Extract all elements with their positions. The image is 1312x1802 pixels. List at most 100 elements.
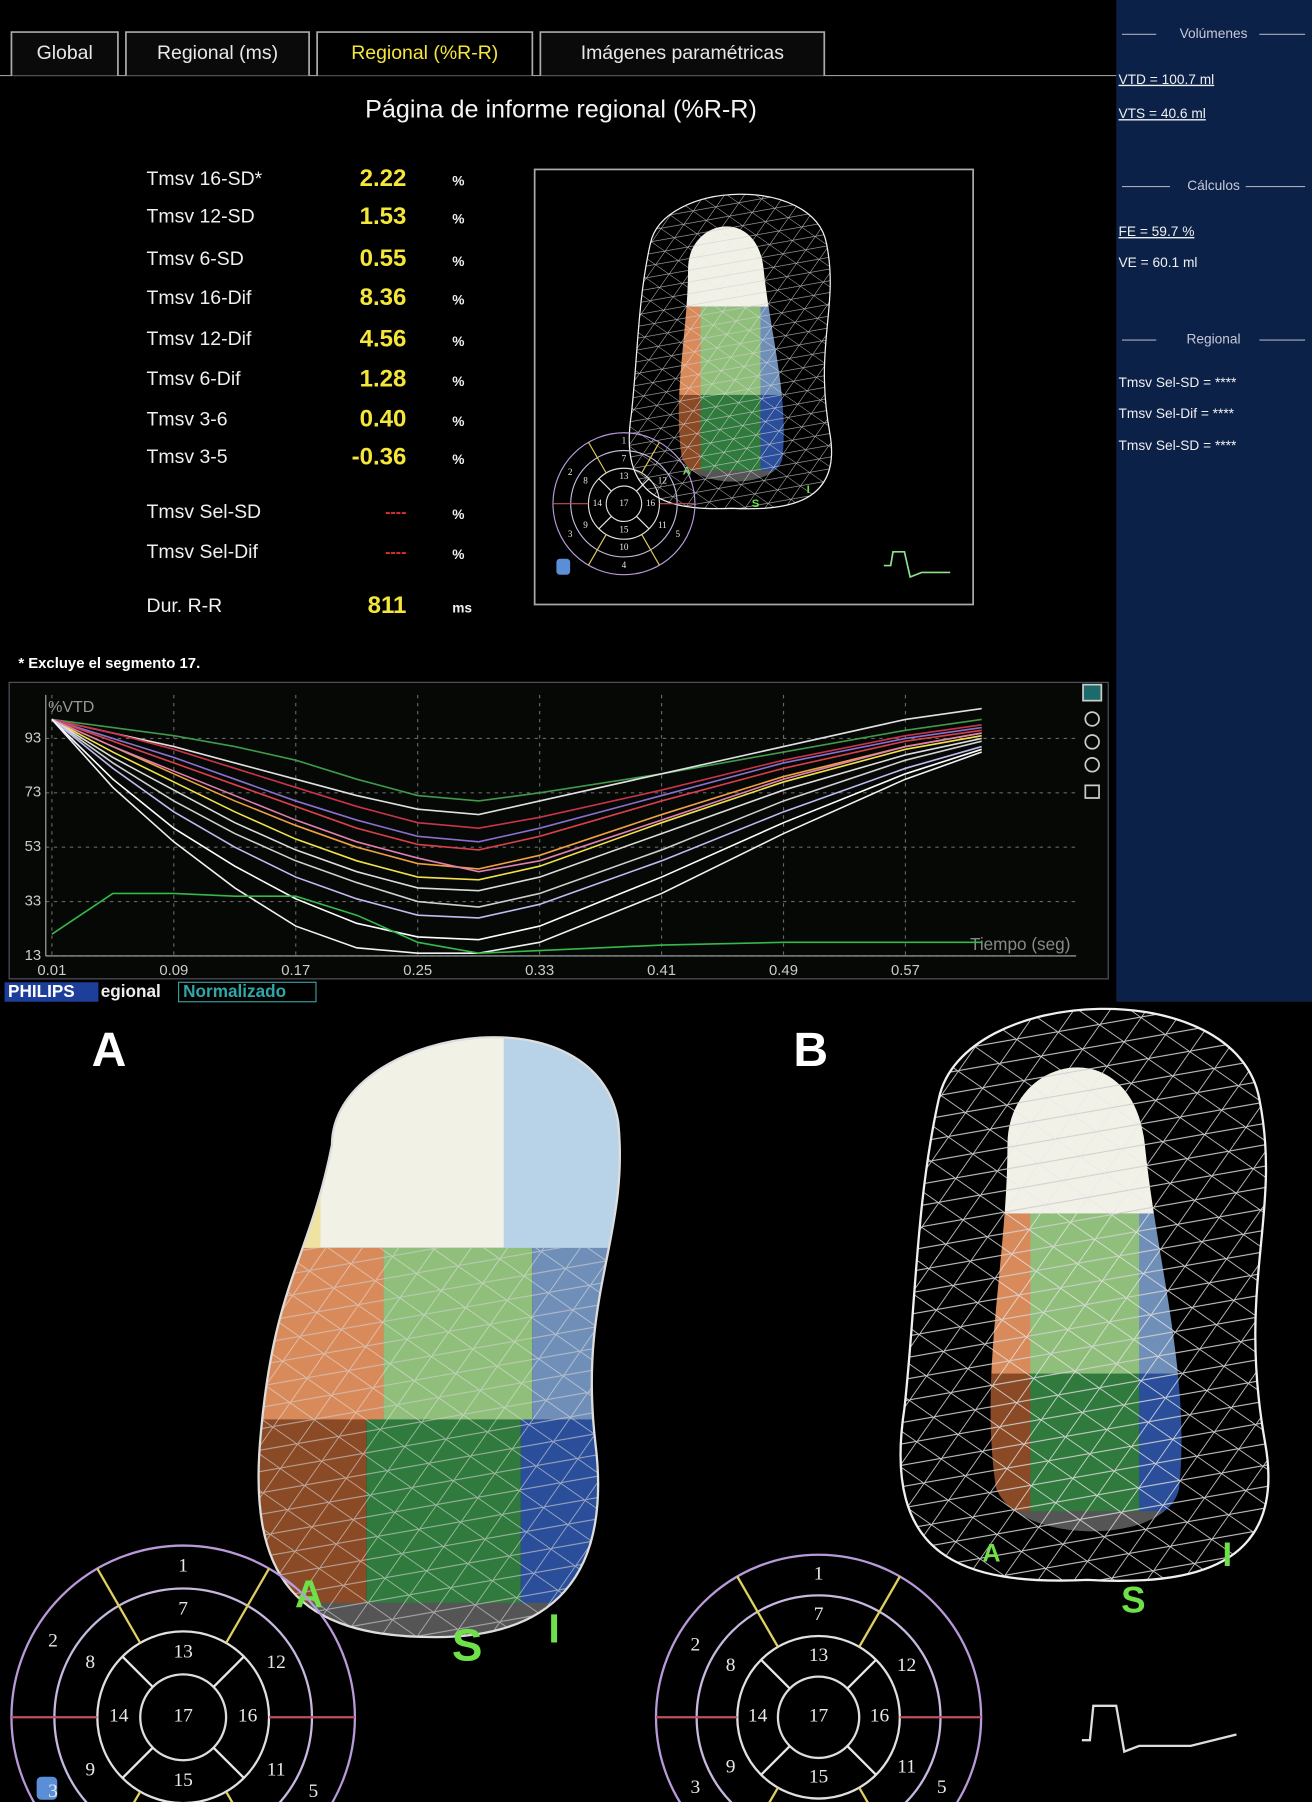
orientation-icon xyxy=(36,1776,58,1800)
series-line xyxy=(51,718,982,881)
segment-label: 17 xyxy=(619,498,629,508)
side-item: VE = 60.1 ml xyxy=(1119,255,1198,270)
segment-label: 1 xyxy=(178,1555,188,1576)
bullseye-spoke xyxy=(736,1575,779,1648)
bullseye-spoke xyxy=(212,1746,245,1779)
metric-label: Tmsv 16-Dif xyxy=(147,287,252,309)
y-tick-label: 93 xyxy=(25,730,42,746)
x-tick-label: 0.33 xyxy=(525,963,554,979)
bullseye-spoke xyxy=(587,534,607,566)
viewer-frame xyxy=(533,168,974,606)
y-tick-label: 13 xyxy=(25,948,42,964)
series-line xyxy=(51,718,982,908)
tab[interactable] xyxy=(10,31,119,76)
tab[interactable] xyxy=(539,31,826,76)
brand-bg xyxy=(4,982,99,1002)
bullseye-spoke xyxy=(212,1655,245,1688)
side-panel xyxy=(1116,0,1312,1002)
zoom-in[interactable] xyxy=(1084,711,1100,727)
bullseye-ring xyxy=(776,1675,861,1760)
bullseye-spoke xyxy=(598,515,612,530)
bullseye-spoke xyxy=(846,1658,877,1690)
segment-label: 12 xyxy=(266,1652,285,1673)
tab[interactable] xyxy=(316,31,534,76)
zoom-fit[interactable] xyxy=(1084,757,1100,773)
segment-label: 3 xyxy=(48,1781,58,1802)
heading-bg xyxy=(1156,24,1260,45)
bullseye-ring xyxy=(139,1673,228,1762)
zoom-out[interactable] xyxy=(1084,734,1100,750)
chart-toolbar xyxy=(1082,683,1103,799)
metric-label: Tmsv Sel-SD xyxy=(147,501,262,523)
segment-label: 7 xyxy=(622,453,627,463)
tab[interactable] xyxy=(125,31,310,76)
segment-label: 12 xyxy=(897,1655,916,1676)
orientation-label: S xyxy=(1121,1579,1145,1620)
metric-label: Tmsv 12-Dif xyxy=(147,328,252,350)
view-box xyxy=(178,981,317,1003)
pan-tool[interactable] xyxy=(1084,784,1100,799)
orientation-label: I xyxy=(807,484,810,496)
add-button[interactable] xyxy=(1082,683,1103,702)
x-tick-label: 0.25 xyxy=(403,963,432,979)
segment-label: 4 xyxy=(622,560,627,570)
series-line xyxy=(51,718,982,892)
metric-unit: % xyxy=(452,254,464,269)
metric-value: ---- xyxy=(385,503,406,521)
side-item: VTD = 100.7 ml xyxy=(1119,72,1215,87)
section-heading: Regional xyxy=(1186,332,1240,347)
segment-label: 9 xyxy=(85,1759,95,1780)
metric-value: -0.36 xyxy=(352,443,407,470)
series-line xyxy=(51,892,982,955)
orientation-label: S xyxy=(752,498,760,510)
series-line xyxy=(51,718,982,955)
bullseye-spoke xyxy=(636,478,650,492)
orientation-label: I xyxy=(548,1605,559,1651)
dynamic-layer: Global Regional (ms) Regional (%R-R) Imágen… xyxy=(4,24,1306,1802)
segment-label: 8 xyxy=(726,1655,736,1676)
section-heading: Cálculos xyxy=(1187,178,1240,193)
side-item: Tmsv Sel-SD = **** xyxy=(1119,438,1237,453)
metric-value: 4.56 xyxy=(360,325,407,352)
bullseye-spoke xyxy=(636,515,650,530)
ecg-icon xyxy=(883,550,951,579)
metric-unit: % xyxy=(452,211,464,226)
segment-label: 13 xyxy=(619,471,629,481)
heading-bg xyxy=(1170,176,1246,197)
brand: PHILIPS xyxy=(8,981,75,1001)
segment-label: 14 xyxy=(109,1706,129,1727)
y-tick-label: 53 xyxy=(25,839,42,855)
segment-label: 13 xyxy=(809,1645,828,1666)
metric-unit: % xyxy=(452,452,464,467)
bullseye-spoke xyxy=(846,1745,877,1776)
segment-label: 1 xyxy=(814,1564,824,1585)
orientation-label: A xyxy=(295,1573,323,1616)
metric-label: Tmsv 12-SD xyxy=(147,206,255,228)
section-heading: Volúmenes xyxy=(1180,26,1248,41)
metric-value: 0.55 xyxy=(360,245,407,272)
metric-unit: % xyxy=(452,414,464,429)
segment-label: 5 xyxy=(675,529,680,539)
footnote: * Excluye el segmento 17. xyxy=(18,656,200,672)
segment-label: 15 xyxy=(173,1770,192,1791)
ecg-icon xyxy=(1081,1704,1237,1754)
metric-unit: % xyxy=(452,374,464,389)
metric-value: 8.36 xyxy=(360,284,407,311)
segment-label: 1 xyxy=(622,436,627,446)
metric-value: 1.53 xyxy=(360,203,407,230)
segment-label: 2 xyxy=(568,467,573,477)
segment-label: 13 xyxy=(173,1641,192,1662)
metric-value: ---- xyxy=(385,543,406,561)
segment-label: 5 xyxy=(937,1777,947,1798)
x-tick-label: 0.01 xyxy=(37,963,66,979)
segment-label: 12 xyxy=(658,476,668,486)
heading-bg xyxy=(1156,329,1260,351)
metric-unit: % xyxy=(452,293,464,308)
x-tick-label: 0.57 xyxy=(891,963,920,979)
report-title: Página de informe regional (%R-R) xyxy=(365,96,757,124)
series-line xyxy=(51,718,982,802)
series-line xyxy=(51,718,982,919)
segment-label: 9 xyxy=(583,520,588,530)
bullseye-ring xyxy=(605,485,643,523)
